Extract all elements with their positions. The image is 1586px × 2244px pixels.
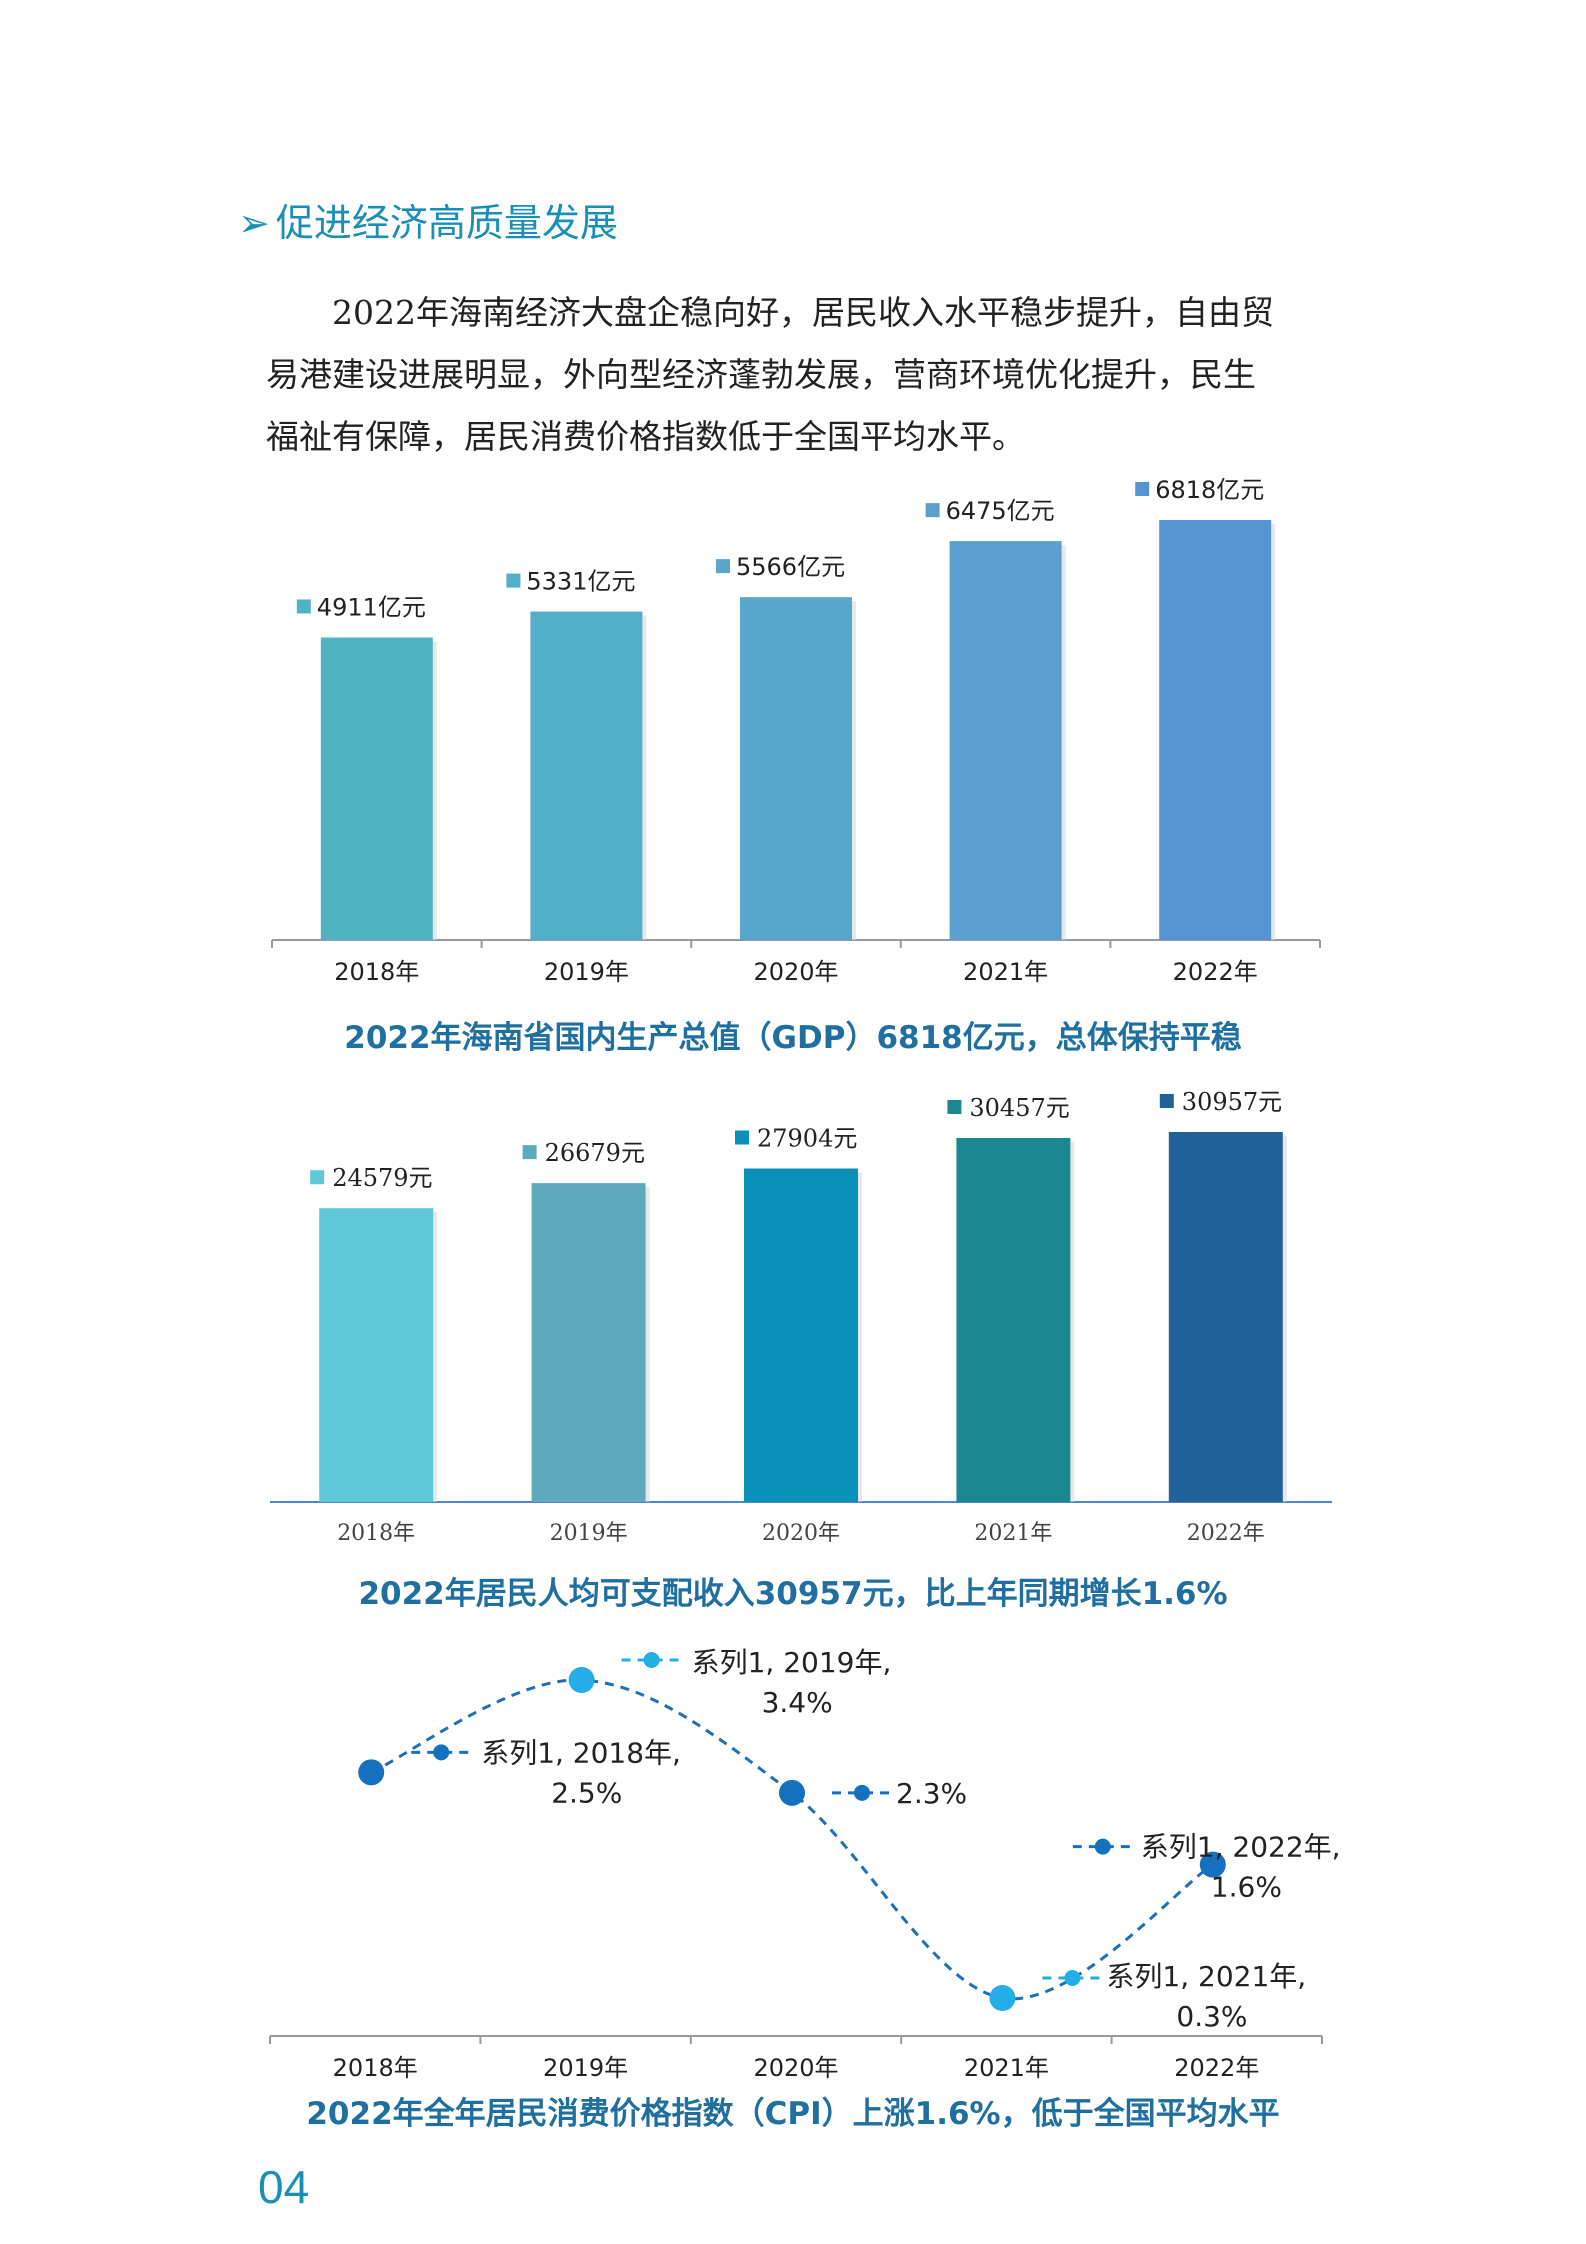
section-heading: ➢ 促进经济高质量发展 — [238, 192, 618, 247]
cpi-label-marker — [854, 1784, 870, 1801]
income-data-label: 24579元 — [332, 1164, 432, 1192]
cpi-data-label: 0.3% — [1176, 2000, 1247, 2033]
income-bar — [531, 1183, 646, 1502]
cpi-point — [1199, 1851, 1226, 1878]
cpi-data-label: 2.3% — [896, 1777, 967, 1810]
cpi-label-marker — [1064, 1970, 1081, 1986]
arrow-bullet-icon: ➢ — [238, 201, 270, 245]
gdp-tick-label: 2022年 — [1173, 958, 1258, 986]
income-legend-key — [947, 1099, 962, 1114]
cpi-series-line — [370, 1678, 1214, 2001]
cpi-data-label: 系列1, 2022年, — [1141, 1831, 1341, 1864]
income-bar — [956, 1137, 1071, 1502]
gdp-data-label: 5566亿元 — [736, 553, 845, 581]
cpi-tick-label: 2022年 — [1174, 2054, 1259, 2082]
page-number: 04 — [258, 2161, 310, 2213]
gdp-data-label: 5331亿元 — [526, 568, 635, 596]
cpi-tick-label: 2018年 — [333, 2054, 418, 2082]
income-chart-title: 2022年居民人均可支配收入30957元，比上年同期增长1.6% — [358, 1576, 1228, 1612]
income-data-label: 30457元 — [969, 1094, 1069, 1122]
cpi-label-marker — [1094, 1838, 1111, 1855]
gdp-bar — [1159, 520, 1272, 940]
gdp-bar — [949, 541, 1062, 940]
gdp-legend-key — [716, 559, 730, 574]
income-legend-key — [1159, 1094, 1174, 1108]
income-legend-key — [310, 1170, 325, 1185]
cpi-tick-label: 2021年 — [964, 2054, 1049, 2082]
cpi-data-label: 1.6% — [1211, 1871, 1282, 1904]
income-tick-label: 2019年 — [550, 1521, 628, 1546]
cpi-data-label: 系列1, 2018年, — [481, 1736, 681, 1769]
income-data-label: 30957元 — [1182, 1088, 1282, 1116]
gdp-data-label: 6475亿元 — [946, 497, 1055, 525]
cpi-point — [779, 1779, 805, 1806]
cpi-label-marker — [643, 1652, 660, 1668]
income-tick-label: 2021年 — [974, 1521, 1052, 1546]
gdp-legend-key — [506, 573, 521, 588]
income-data-label: 27904元 — [757, 1124, 857, 1152]
cpi-label-marker — [433, 1744, 450, 1761]
cpi-chart-title: 2022年全年居民消费价格指数（CPI）上涨1.6%，低于全国平均水平 — [306, 2096, 1280, 2132]
income-bar — [1168, 1132, 1283, 1502]
gdp-legend-key — [925, 503, 940, 518]
paragraph-line: 2022年海南经济大盘企稳向好，居民收入水平稳步提升，自由贸 — [332, 293, 1274, 332]
gdp-legend-key — [1135, 482, 1150, 496]
paragraph-line: 易港建设进展明显，外向型经济蓬勃发展，营商环境优化提升，民生 — [266, 355, 1256, 394]
section-heading-text: 促进经济高质量发展 — [275, 201, 618, 245]
cpi-point — [989, 1985, 1016, 2011]
cpi-data-label: 系列1, 2019年, — [692, 1646, 892, 1679]
income-legend-key — [522, 1145, 537, 1160]
cpi-data-label: 2.5% — [551, 1776, 622, 1809]
cpi-data-label: 3.4% — [762, 1686, 833, 1719]
cpi-point — [568, 1667, 595, 1693]
gdp-chart-title: 2022年海南省国内生产总值（GDP）6818亿元，总体保持平稳 — [344, 1020, 1242, 1056]
gdp-bar — [320, 637, 433, 940]
income-bar — [744, 1168, 858, 1502]
gdp-data-label: 6818亿元 — [1155, 476, 1264, 504]
income-bar — [319, 1208, 434, 1502]
gdp-bar — [740, 597, 852, 940]
income-tick-label: 2018年 — [337, 1521, 415, 1546]
paragraph-line: 福祉有保障，居民消费价格指数低于全国平均水平。 — [266, 417, 1025, 456]
cpi-point — [358, 1759, 385, 1786]
gdp-tick-label: 2020年 — [753, 958, 838, 986]
income-tick-label: 2022年 — [1187, 1521, 1265, 1546]
cpi-tick-label: 2019年 — [543, 2054, 628, 2082]
gdp-tick-label: 2021年 — [963, 958, 1048, 986]
cpi-data-label: 系列1, 2021年, — [1106, 1960, 1306, 1993]
gdp-legend-key — [296, 599, 311, 614]
gdp-tick-label: 2019年 — [544, 958, 629, 986]
income-tick-label: 2020年 — [762, 1521, 840, 1546]
gdp-tick-label: 2018年 — [334, 958, 419, 986]
income-data-label: 26679元 — [545, 1139, 645, 1167]
income-legend-key — [735, 1130, 749, 1145]
gdp-data-label: 4911亿元 — [317, 593, 426, 621]
gdp-bar — [530, 611, 643, 940]
cpi-tick-label: 2020年 — [753, 2054, 838, 2082]
intro-paragraph: 2022年海南经济大盘企稳向好，居民收入水平稳步提升，自由贸 易港建设进展明显，… — [266, 282, 1346, 468]
